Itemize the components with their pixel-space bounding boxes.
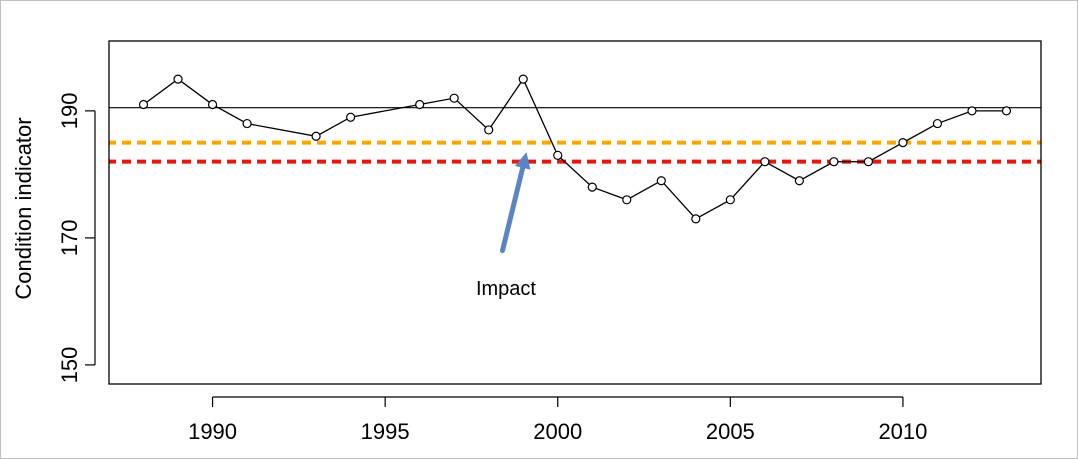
x-tick-label: 2005 xyxy=(706,419,755,444)
data-point xyxy=(484,125,494,135)
data-point xyxy=(760,157,770,167)
data-point xyxy=(518,74,528,84)
data-point xyxy=(1001,106,1012,116)
data-point xyxy=(967,106,977,116)
x-tick-label: 1990 xyxy=(188,419,237,444)
data-point xyxy=(553,150,563,160)
y-tick-label: 170 xyxy=(57,220,82,257)
data-point xyxy=(656,176,666,186)
data-point xyxy=(346,112,356,122)
data-point xyxy=(691,214,701,224)
data-point xyxy=(863,157,874,167)
x-tick-label: 2010 xyxy=(878,419,927,444)
data-point xyxy=(622,195,632,205)
data-point xyxy=(311,131,321,141)
x-tick-label: 2000 xyxy=(533,419,582,444)
data-point xyxy=(587,182,597,192)
data-point xyxy=(138,99,149,110)
series-line xyxy=(143,77,1007,220)
data-point xyxy=(725,195,735,205)
impact-arrow xyxy=(500,152,531,254)
data-point xyxy=(173,74,183,84)
data-point xyxy=(932,118,943,129)
data-point xyxy=(794,176,804,186)
y-tick-label: 190 xyxy=(57,93,82,130)
x-tick-label: 1995 xyxy=(361,419,410,444)
y-axis-title: Condition indicator xyxy=(11,117,36,299)
y-tick-label: 150 xyxy=(57,347,82,384)
impact-label: Impact xyxy=(476,278,536,300)
plot-area-border xyxy=(108,40,1042,385)
data-point xyxy=(207,99,218,110)
data-point xyxy=(242,118,252,129)
data-point xyxy=(449,93,459,103)
data-point xyxy=(898,138,908,148)
data-point xyxy=(415,99,425,110)
data-point xyxy=(829,157,839,167)
